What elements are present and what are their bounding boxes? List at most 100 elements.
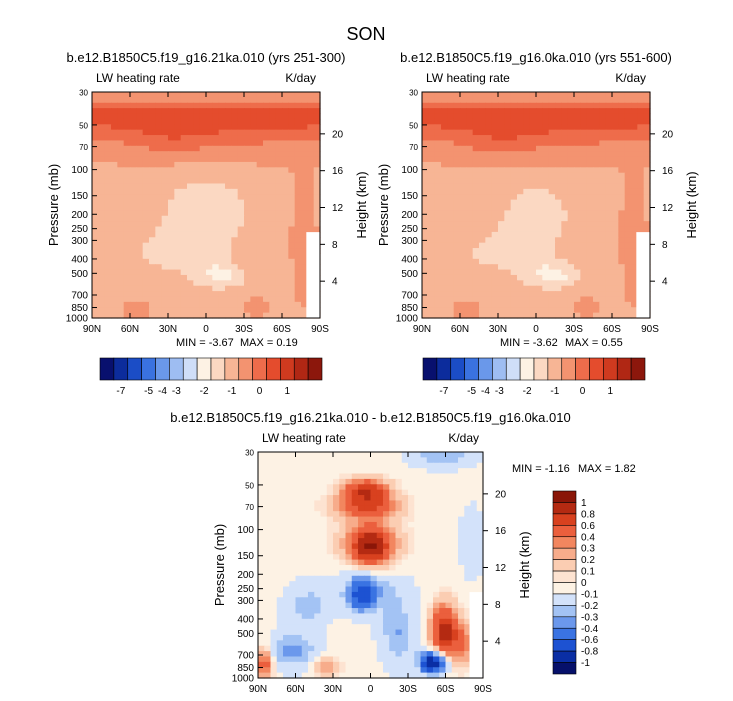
field-cell — [464, 462, 472, 469]
field-cell — [458, 457, 465, 464]
field-cell — [276, 602, 284, 609]
field-cell — [422, 248, 429, 255]
field-cell — [472, 242, 480, 249]
field-cell — [225, 194, 232, 201]
field-cell — [180, 226, 188, 233]
field-cell — [605, 301, 613, 308]
field-cell — [395, 532, 403, 539]
field-cell — [333, 602, 340, 609]
field-cell — [104, 215, 112, 222]
field-cell — [548, 161, 556, 168]
field-cell — [250, 296, 258, 303]
field-cell — [433, 656, 440, 663]
field-cell — [536, 199, 543, 206]
field-cell — [428, 253, 436, 260]
colorbar-swatch — [547, 357, 563, 381]
field-cell — [206, 226, 213, 233]
field-cell — [358, 570, 365, 577]
field-cell — [529, 253, 537, 260]
field-cell — [414, 484, 422, 491]
field-cell — [206, 269, 213, 276]
field-cell — [485, 167, 493, 174]
field-cell — [612, 285, 619, 292]
field-cell — [517, 161, 524, 168]
field-cell — [439, 538, 447, 545]
field-cell — [389, 602, 397, 609]
field-cell — [295, 591, 303, 598]
field-cell — [466, 269, 474, 276]
field-cell — [149, 269, 156, 276]
field-cell — [161, 140, 169, 147]
field-cell — [308, 645, 315, 652]
field-cell — [408, 554, 415, 561]
field-cell — [523, 280, 531, 287]
field-cell — [301, 624, 309, 631]
field-cell — [264, 667, 272, 674]
field-cell — [123, 312, 131, 319]
field-cell — [574, 307, 581, 314]
y2-tick-label: 12 — [662, 203, 674, 214]
field-cell — [294, 161, 302, 168]
colorbar-swatch — [603, 357, 618, 381]
field-cell — [586, 161, 594, 168]
field-cell — [370, 602, 378, 609]
field-cell — [117, 129, 125, 136]
field-cell — [263, 280, 270, 287]
field-cell — [376, 452, 384, 458]
field-cell — [282, 156, 289, 163]
field-cell — [580, 221, 588, 228]
field-cell — [555, 97, 562, 104]
field-cell — [460, 172, 467, 179]
field-cell — [439, 575, 447, 582]
field-cell — [599, 135, 607, 142]
field-cell — [161, 210, 169, 217]
field-cell — [624, 199, 632, 206]
field-cell — [237, 253, 245, 260]
field-cell — [289, 457, 297, 464]
field-cell — [199, 253, 207, 260]
field-cell — [548, 156, 556, 163]
field-cell — [439, 645, 447, 652]
field-cell — [174, 301, 182, 308]
field-cell — [275, 210, 283, 217]
field-cell — [231, 215, 239, 222]
field-cell — [276, 629, 284, 636]
field-cell — [301, 145, 308, 152]
field-cell — [142, 280, 150, 287]
field-cell — [142, 194, 150, 201]
field-cell — [244, 188, 251, 195]
field-cell — [98, 264, 106, 271]
field-cell — [180, 291, 188, 298]
field-cell — [586, 108, 594, 115]
field-cell — [174, 291, 182, 298]
field-cell — [491, 205, 499, 211]
field-cell — [117, 280, 125, 287]
field-cell — [193, 242, 201, 249]
field-cell — [263, 113, 270, 120]
field-cell — [464, 521, 472, 528]
field-cell — [395, 462, 403, 469]
field-cell — [161, 285, 169, 292]
field-cell — [389, 511, 397, 518]
field-cell — [358, 532, 365, 539]
field-cell — [426, 554, 434, 561]
field-cell — [364, 478, 372, 485]
x-tick-label: 30S — [399, 684, 417, 695]
field-cell — [264, 575, 272, 582]
field-cell — [370, 495, 378, 502]
field-cell — [451, 527, 459, 534]
field-cell — [301, 108, 308, 115]
field-cell — [104, 92, 112, 98]
field-cell — [294, 97, 302, 104]
field-cell — [401, 565, 409, 571]
field-cell — [283, 613, 290, 620]
field-cell — [149, 161, 156, 168]
field-cell — [441, 102, 448, 109]
field-cell — [631, 253, 638, 260]
field-cell — [155, 135, 163, 142]
missing-region — [469, 592, 484, 679]
field-cell — [548, 188, 556, 195]
field-cell — [314, 591, 322, 598]
field-cell — [618, 129, 626, 136]
field-cell — [283, 586, 290, 593]
